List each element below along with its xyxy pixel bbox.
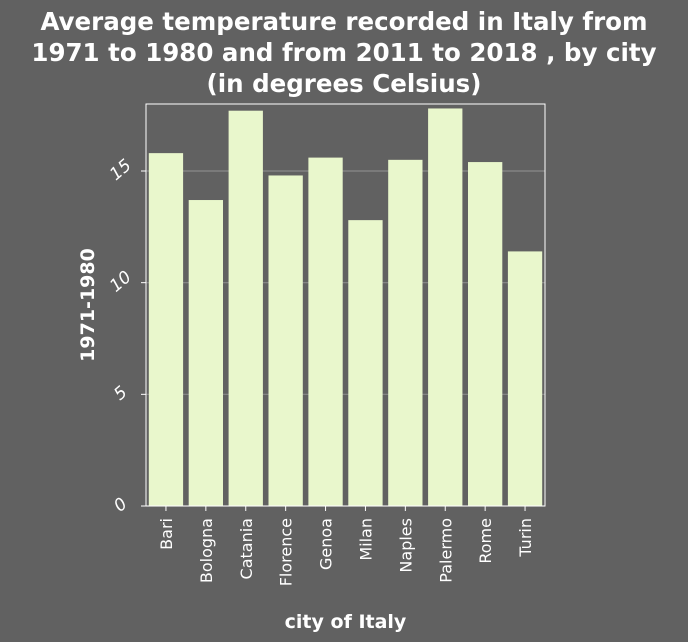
chart-title-line-2: 1971 to 1980 and from 2011 to 2018 , by …	[31, 38, 656, 67]
x-axis-label: city of Italy	[285, 611, 407, 633]
x-tick-label-palermo: Palermo	[436, 518, 455, 583]
x-axis-ticks: Bari Bologna Catania Florence Genoa Milan Napl…	[157, 506, 535, 586]
bar-florence	[268, 175, 303, 506]
y-tick-label: 0	[110, 494, 131, 516]
bar-catania	[228, 110, 263, 506]
bar-rome	[467, 162, 503, 507]
x-tick-label-naples: Naples	[396, 518, 415, 573]
plot-frame	[145, 103, 546, 507]
x-tick-label-turin: Turin	[516, 518, 535, 558]
y-axis-label: 1971-1980	[77, 248, 99, 362]
bars	[148, 108, 543, 507]
bar-milan	[348, 220, 383, 506]
bar-naples	[388, 159, 423, 507]
x-tick-label-milan: Milan	[356, 518, 375, 561]
x-tick-label-genoa: Genoa	[317, 518, 336, 570]
y-tick-label: 10	[106, 267, 135, 296]
bar-palermo	[428, 108, 463, 506]
bar-genoa	[308, 157, 343, 506]
bar-bari	[148, 153, 184, 506]
chart-title-line-1: Average temperature recorded in Italy fr…	[40, 7, 647, 36]
x-tick-label-bologna: Bologna	[197, 518, 216, 583]
bar-bologna	[188, 200, 224, 507]
x-tick-label-florence: Florence	[277, 518, 296, 586]
y-axis-ticks: 0 5 10 15	[106, 156, 146, 516]
x-tick-label-rome: Rome	[476, 518, 495, 564]
chart-title: Average temperature recorded in Italy fr…	[31, 7, 656, 98]
x-tick-label-bari: Bari	[157, 518, 176, 550]
y-tick-label: 15	[106, 156, 135, 185]
chart-title-line-3: (in degrees Celsius)	[207, 69, 482, 98]
bar-turin	[507, 251, 543, 506]
x-tick-label-catania: Catania	[237, 518, 256, 579]
y-tick-label: 5	[110, 382, 131, 404]
